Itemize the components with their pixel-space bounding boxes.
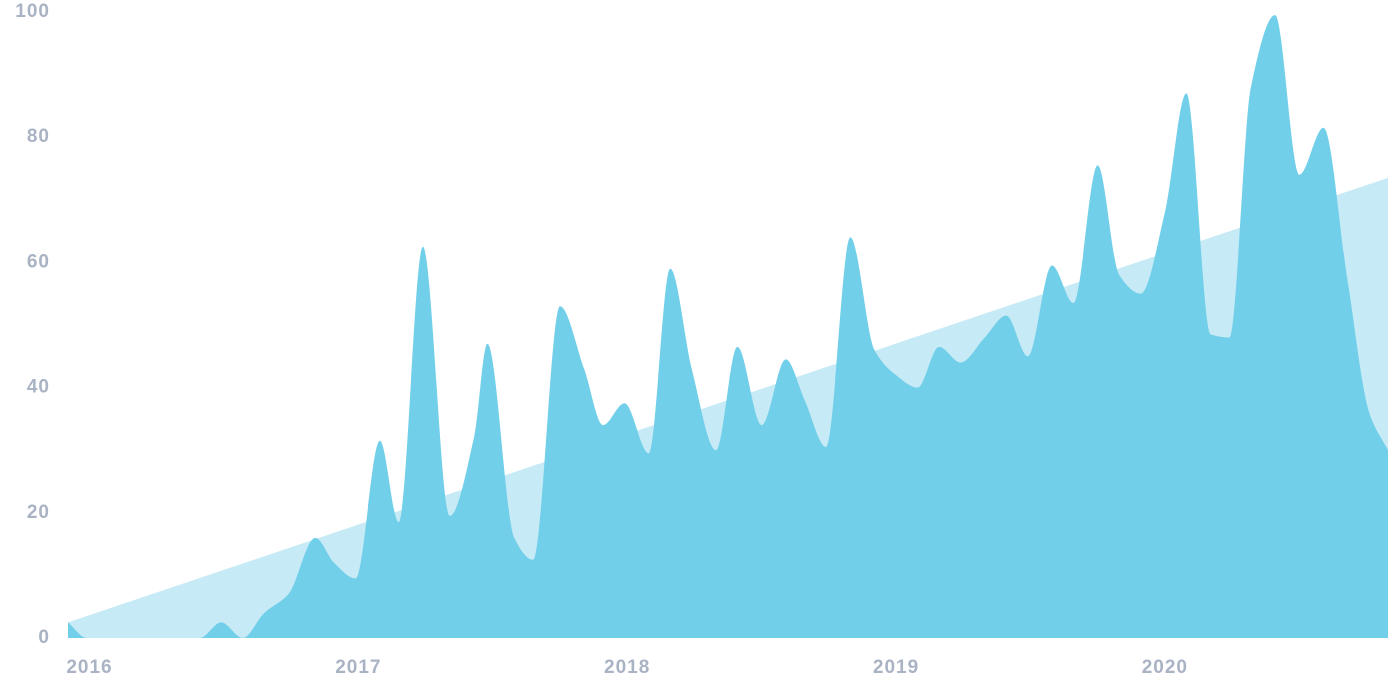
y-tick-label: 40 bbox=[27, 377, 50, 398]
plot-area bbox=[68, 15, 1388, 638]
x-tick-label: 2020 bbox=[1142, 657, 1188, 678]
y-tick-label: 60 bbox=[27, 251, 50, 272]
y-tick-label: 80 bbox=[27, 126, 50, 147]
area-series bbox=[68, 15, 1388, 638]
x-tick-label: 2016 bbox=[66, 657, 112, 678]
y-tick-label: 20 bbox=[27, 502, 50, 523]
x-tick-label: 2018 bbox=[604, 657, 650, 678]
axes: 0 20 40 60 80 100 2016 2017 2018 2019 2020 bbox=[15, 1, 1188, 678]
y-tick-label: 100 bbox=[15, 1, 50, 22]
y-tick-label: 0 bbox=[38, 627, 50, 648]
x-tick-label: 2019 bbox=[873, 657, 919, 678]
x-tick-label: 2017 bbox=[335, 657, 381, 678]
